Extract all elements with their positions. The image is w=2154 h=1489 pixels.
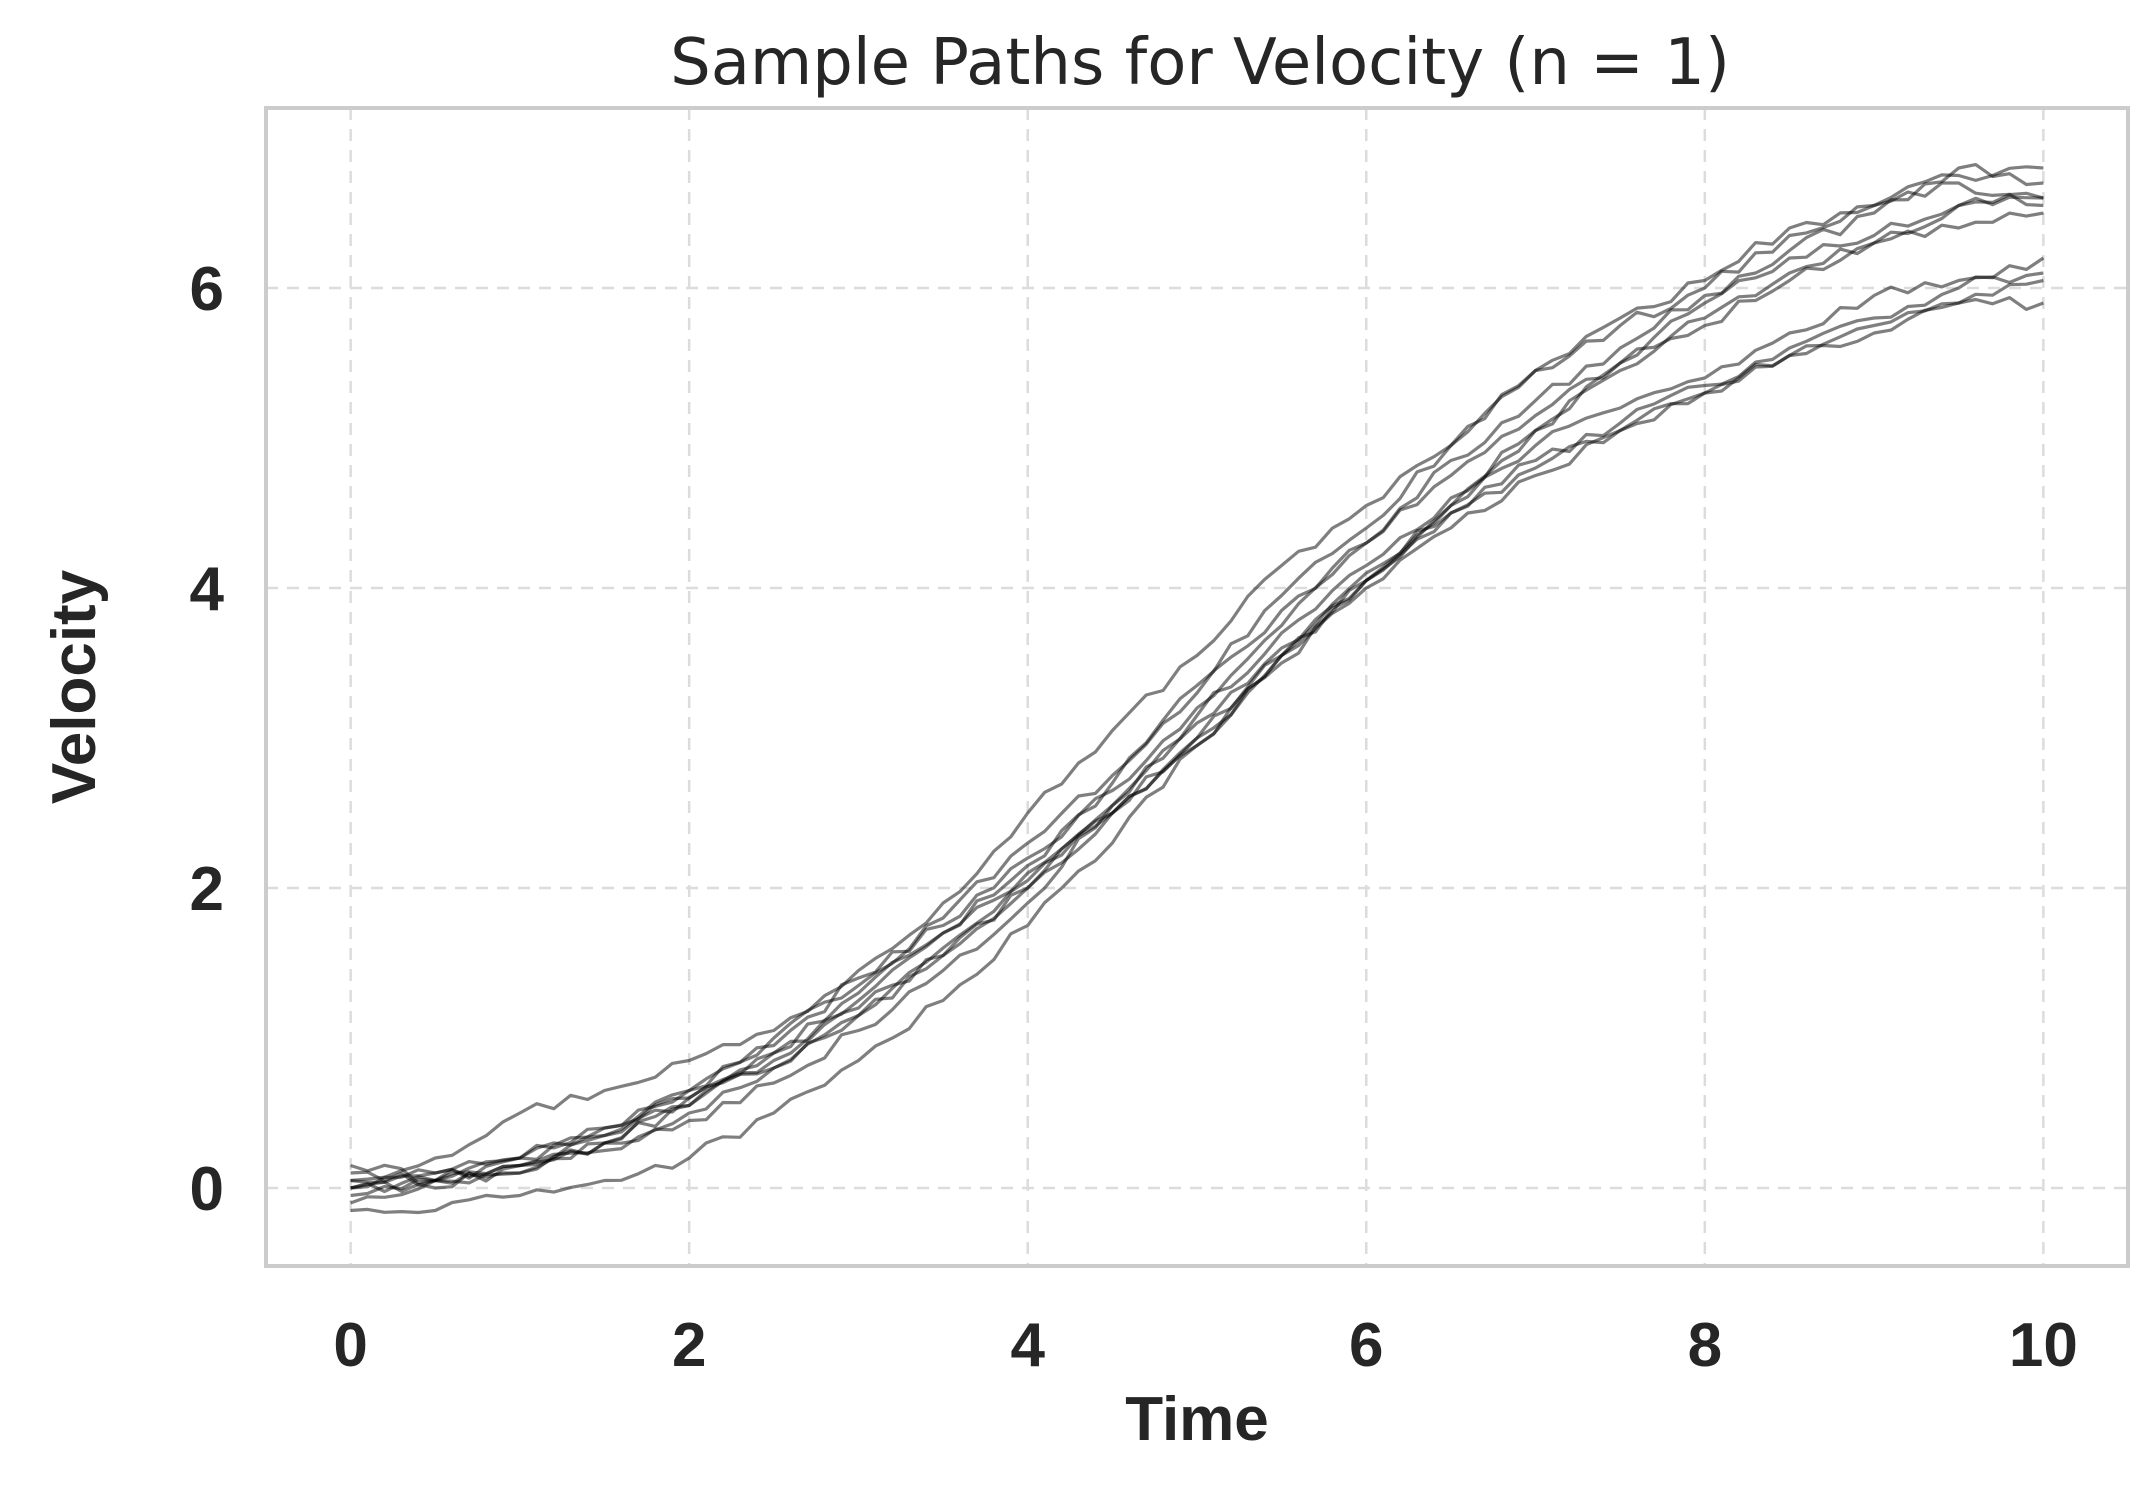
series-line-1 <box>350 181 2044 1183</box>
series-line-3 <box>350 163 2044 1190</box>
series-line-6 <box>350 278 2044 1190</box>
series-line-7 <box>350 296 2044 1215</box>
series-group <box>350 163 2045 1215</box>
x-tick-label: 8 <box>1688 1311 1722 1380</box>
y-tick-labels: 0 2 4 6 <box>190 255 225 1224</box>
series-line-10 <box>350 271 2044 1194</box>
x-tick-label: 10 <box>2009 1311 2078 1380</box>
x-tick-label: 2 <box>672 1311 706 1380</box>
series-line-9 <box>350 191 2044 1187</box>
series-line-5 <box>350 256 2045 1194</box>
y-tick-label: 6 <box>190 255 224 324</box>
x-axis-label: Time <box>1125 1385 1269 1454</box>
y-axis-label: Velocity <box>40 569 109 804</box>
y-tick-label: 4 <box>190 555 225 624</box>
grid <box>266 108 2128 1266</box>
x-tick-labels: 0 2 4 6 8 10 <box>333 1311 2077 1380</box>
plot-frame <box>264 106 2130 1268</box>
chart-title: Sample Paths for Velocity (n = 1) <box>670 26 1730 100</box>
x-tick-label: 0 <box>333 1311 367 1380</box>
y-tick-label: 0 <box>190 1155 224 1224</box>
y-tick-label: 2 <box>190 855 224 924</box>
series-line-2 <box>350 165 2044 1185</box>
x-tick-label: 4 <box>1010 1311 1045 1380</box>
x-tick-label: 6 <box>1349 1311 1383 1380</box>
